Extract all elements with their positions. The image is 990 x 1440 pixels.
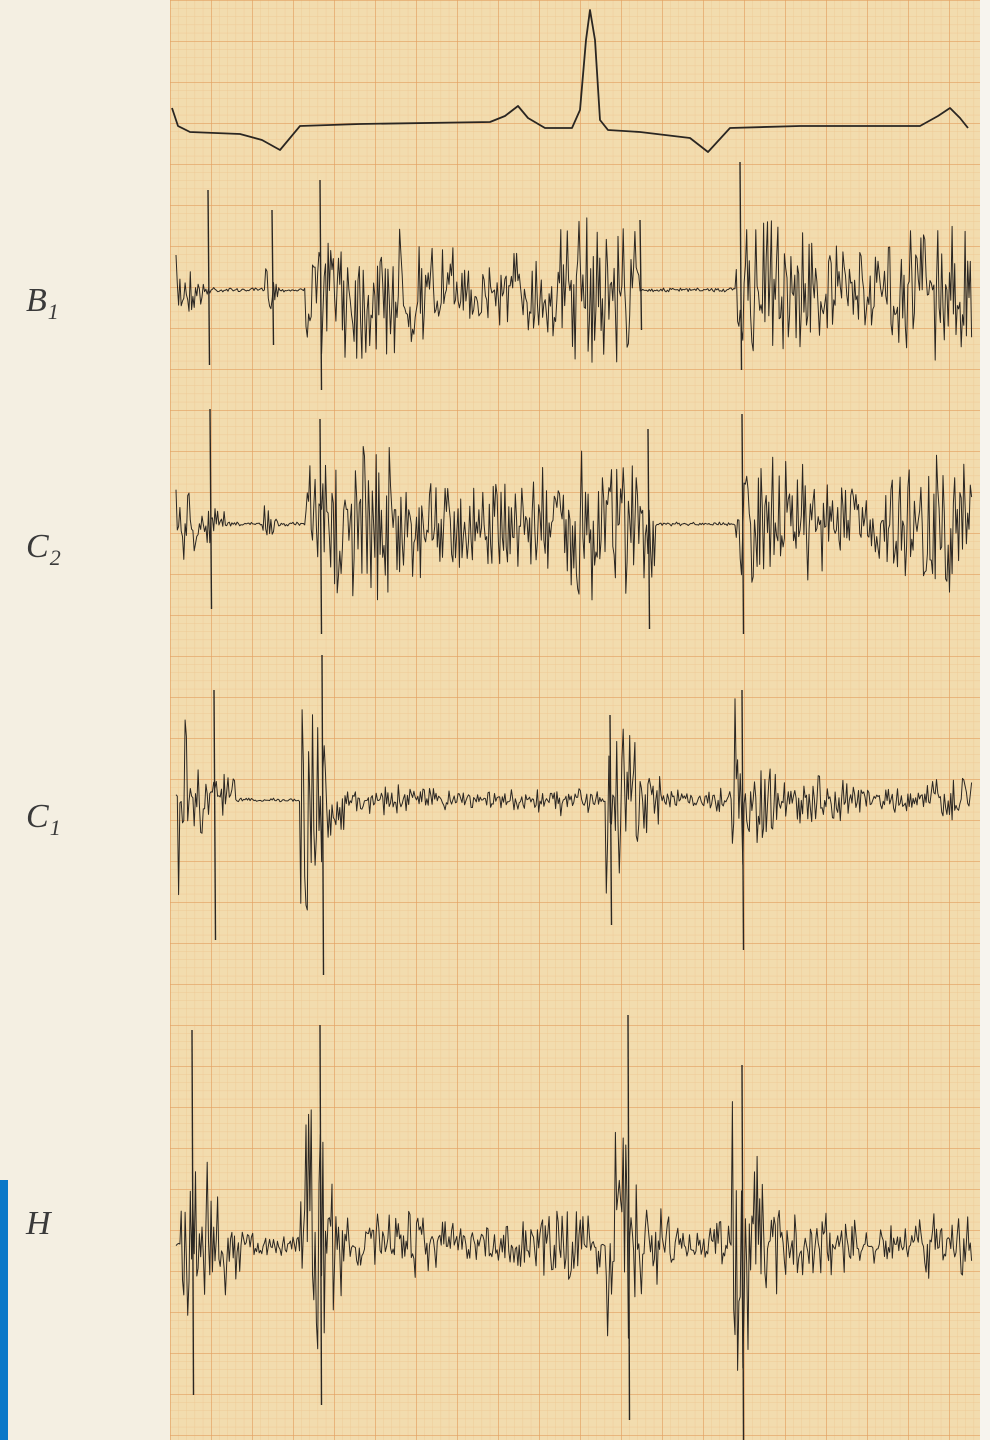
lead-b1-sub: 1: [47, 298, 60, 324]
lead-label-c2: C2: [26, 528, 62, 571]
lead-h-trace-spike: [191, 1029, 195, 1396]
lead-b1-trace-spike: [207, 189, 211, 366]
lead-b1-trace-spike: [271, 209, 275, 346]
lead-c1-trace-spike: [609, 714, 613, 926]
lead-c2-trace-spike: [741, 413, 745, 635]
lead-c2-trace-spike: [319, 418, 323, 635]
lead-c2-trace-spike: [647, 428, 651, 630]
lead-label-h: H: [26, 1205, 52, 1248]
lead-b1-trace-spike: [639, 219, 643, 331]
blue-edge-bar: [0, 1180, 8, 1440]
lead-c1-trace: [175, 698, 973, 911]
lead-c2-letter: C: [26, 528, 50, 565]
lead-c1-trace-spike: [321, 654, 325, 976]
lead-b1-trace-spike: [739, 161, 743, 371]
ecg-trace: [171, 9, 969, 153]
lead-b1-trace: [175, 217, 973, 363]
lead-label-c1: C1: [26, 798, 62, 841]
lead-c1-trace-spike: [741, 689, 745, 951]
lead-b1-letter: B: [26, 282, 48, 319]
lead-c2-trace: [175, 446, 973, 601]
lead-c2-trace-spike: [209, 408, 213, 610]
lead-h-trace-spike: [627, 1014, 631, 1421]
lead-h-trace-spike: [319, 1024, 323, 1406]
lead-h-trace: [175, 1101, 973, 1371]
lead-h-trace-spike: [741, 1064, 745, 1440]
lead-c1-trace-spike: [213, 689, 217, 941]
lead-c1-letter: C: [26, 798, 50, 835]
lead-label-b1: B1: [26, 282, 60, 325]
lead-c2-sub: 2: [49, 544, 62, 570]
lead-h-letter: H: [26, 1205, 52, 1242]
lead-b1-trace-spike: [319, 179, 323, 391]
lead-c1-sub: 1: [49, 814, 62, 840]
